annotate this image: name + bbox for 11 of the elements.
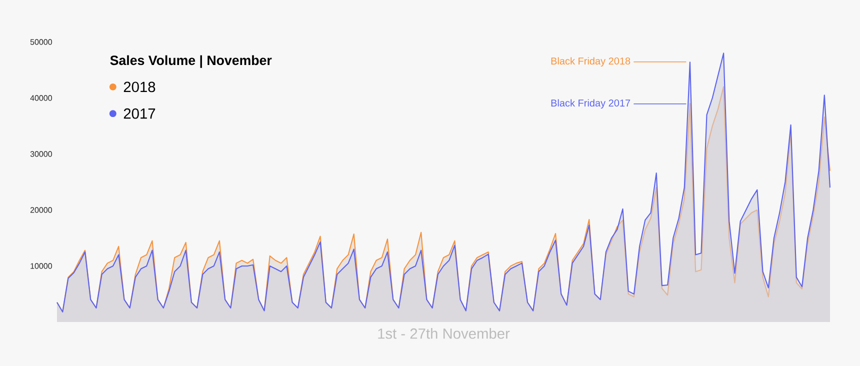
y-tick-label: 10000 [30, 263, 52, 269]
y-tick-label: 30000 [30, 151, 52, 157]
y-tick-label: 50000 [30, 39, 52, 45]
annotation: Black Friday 2018 [551, 57, 630, 67]
legend-label: 2018 [124, 82, 156, 92]
legend-label: 2017 [124, 108, 156, 119]
legend-title: Sales Volume | November [110, 55, 272, 68]
annotation: Black Friday 2017 [551, 99, 630, 109]
x-axis-title: 1st - 27th November [378, 328, 510, 339]
y-tick-label: 40000 [30, 95, 52, 101]
y-tick-label: 20000 [30, 207, 52, 213]
